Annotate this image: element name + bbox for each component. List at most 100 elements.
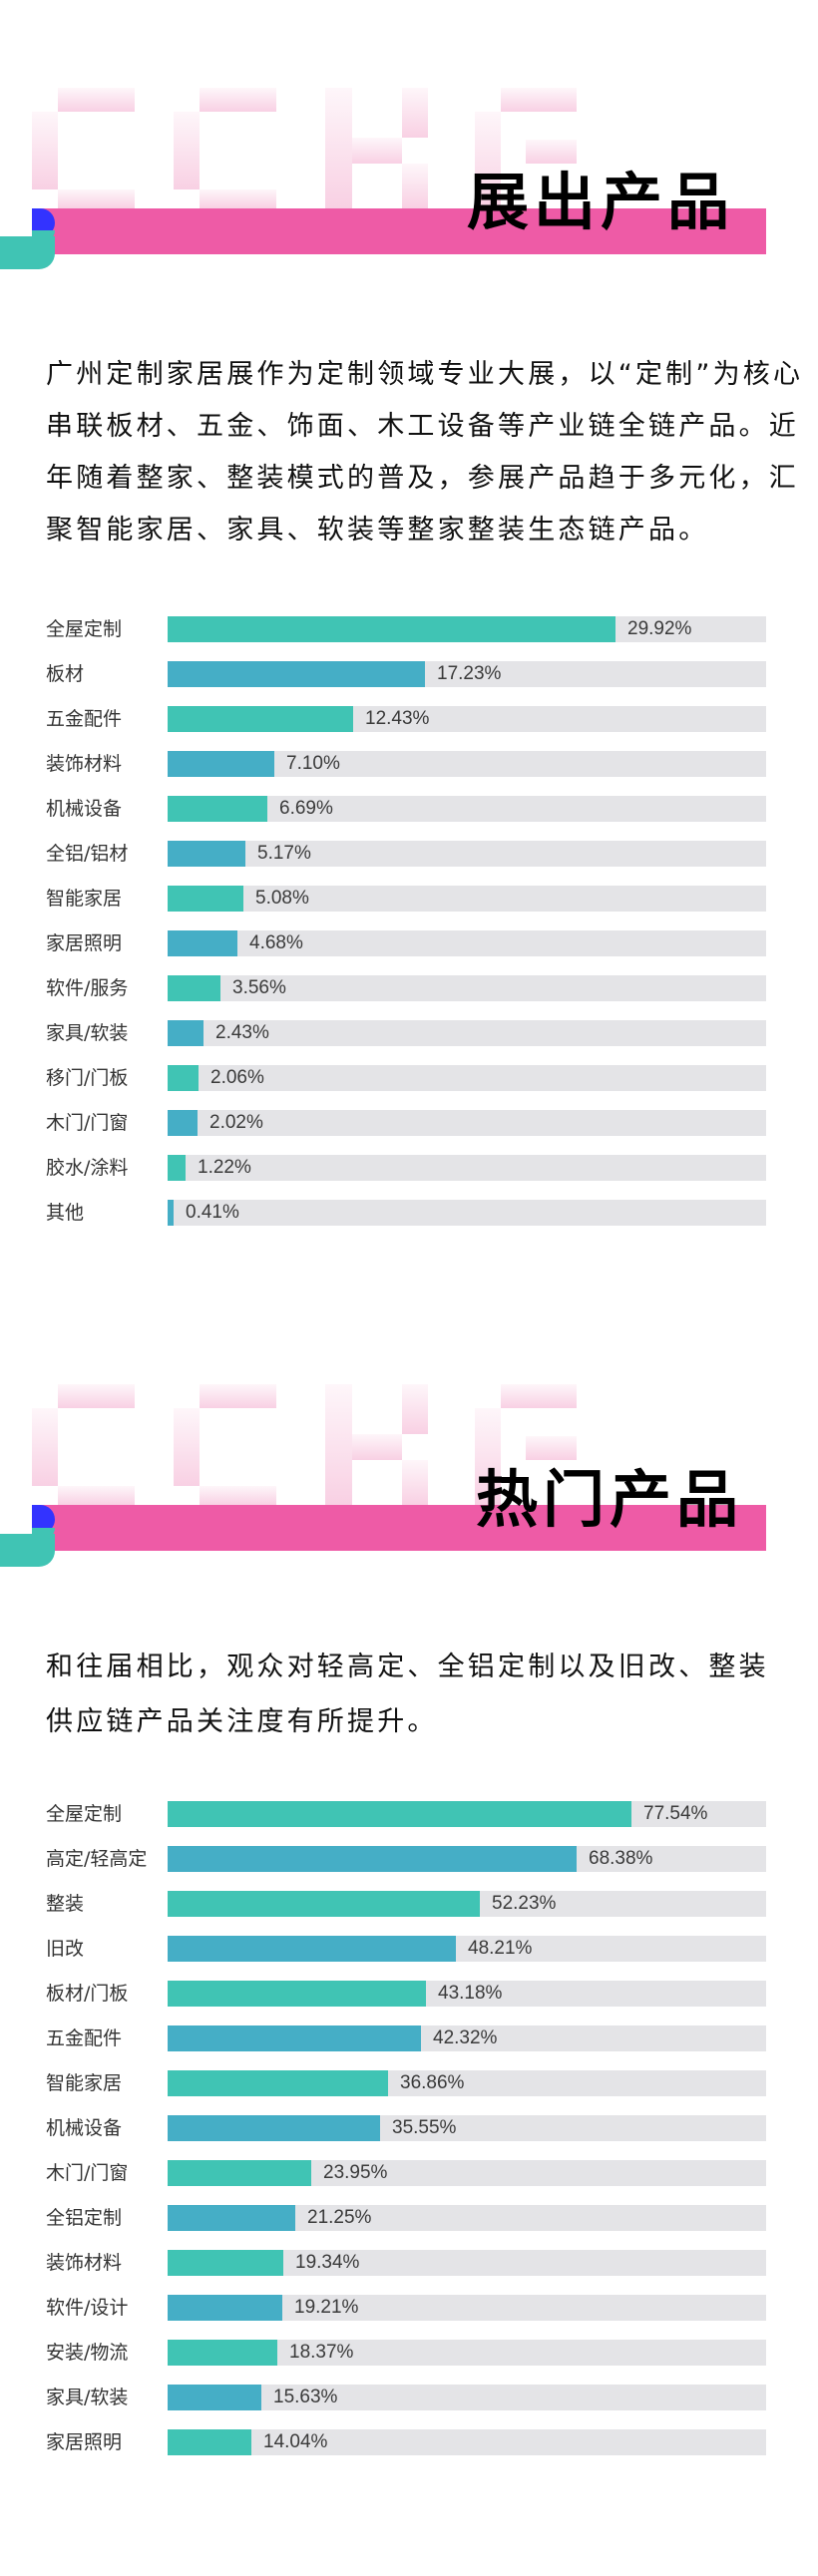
bar-fill bbox=[168, 796, 267, 822]
bar-track bbox=[168, 2385, 766, 2410]
bar-label: 软件/设计 bbox=[46, 2297, 129, 2319]
bar-value-label: 19.21% bbox=[294, 2297, 359, 2318]
bar-label: 高定/轻高定 bbox=[46, 1848, 148, 1870]
bar-fill bbox=[168, 1065, 199, 1091]
bar-fill bbox=[168, 2160, 311, 2186]
bar-track bbox=[168, 2205, 766, 2231]
bar-fill bbox=[168, 2070, 388, 2096]
bar-track bbox=[168, 796, 766, 822]
bar-row: 木门/门窗 23.95% bbox=[0, 2160, 818, 2186]
bar-value-label: 15.63% bbox=[273, 2387, 338, 2407]
title-band bbox=[32, 1505, 766, 1551]
bar-label: 全铝定制 bbox=[46, 2207, 123, 2229]
bar-value-label: 5.17% bbox=[257, 843, 311, 864]
bar-fill bbox=[168, 886, 243, 912]
bar-track bbox=[168, 616, 766, 642]
bar-row: 软件/设计 19.21% bbox=[0, 2295, 818, 2321]
bar-fill bbox=[168, 1801, 631, 1827]
bar-row: 全屋定制 77.54% bbox=[0, 1801, 818, 1827]
bar-row: 移门/门板 2.06% bbox=[0, 1065, 818, 1091]
bar-value-label: 5.08% bbox=[255, 888, 309, 909]
bar-row: 家居照明 14.04% bbox=[0, 2429, 818, 2455]
bar-label: 智能家居 bbox=[46, 2072, 123, 2094]
blue-semicircle-decoration bbox=[32, 208, 55, 237]
bar-track bbox=[168, 930, 766, 956]
bar-value-label: 7.10% bbox=[286, 753, 340, 774]
bar-value-label: 3.56% bbox=[232, 977, 286, 998]
bar-fill bbox=[168, 616, 615, 642]
bar-row: 板材 17.23% bbox=[0, 661, 818, 687]
section-header-hot-products: 热门产品 bbox=[0, 1376, 818, 1567]
section-intro-paragraph: 和往届相比，观众对轻高定、全铝定制以及旧改、整装 供应链产品关注度有所提升。 bbox=[46, 1640, 772, 1749]
bar-track bbox=[168, 706, 766, 732]
bar-track bbox=[168, 975, 766, 1001]
bar-track bbox=[168, 2160, 766, 2186]
bar-track bbox=[168, 1155, 766, 1181]
bar-value-label: 12.43% bbox=[365, 708, 430, 729]
bar-fill bbox=[168, 1155, 186, 1181]
bar-fill bbox=[168, 2025, 421, 2051]
teal-tab-decoration bbox=[0, 230, 55, 269]
paragraph-line: 和往届相比，观众对轻高定、全铝定制以及旧改、整装 bbox=[46, 1652, 769, 1682]
bar-label: 五金配件 bbox=[46, 708, 123, 730]
bar-fill bbox=[168, 1936, 456, 1962]
bar-track bbox=[168, 2025, 766, 2051]
bar-row: 机械设备 6.69% bbox=[0, 796, 818, 822]
bar-value-label: 14.04% bbox=[263, 2431, 328, 2452]
bar-value-label: 48.21% bbox=[468, 1938, 533, 1959]
bar-fill bbox=[168, 2340, 277, 2366]
bar-fill bbox=[168, 2115, 380, 2141]
bar-fill bbox=[168, 841, 245, 867]
bar-row: 装饰材料 7.10% bbox=[0, 751, 818, 777]
bar-label: 板材 bbox=[46, 663, 85, 685]
bar-fill bbox=[168, 706, 353, 732]
bar-label: 木门/门窗 bbox=[46, 1112, 129, 1134]
bar-value-label: 36.86% bbox=[400, 2072, 465, 2093]
bar-fill bbox=[168, 1200, 174, 1226]
bar-fill bbox=[168, 2205, 295, 2231]
bar-track bbox=[168, 2250, 766, 2276]
bar-label: 机械设备 bbox=[46, 2117, 123, 2139]
bar-track bbox=[168, 661, 766, 687]
bar-row: 胶水/涂料 1.22% bbox=[0, 1155, 818, 1181]
bar-row: 全铝定制 21.25% bbox=[0, 2205, 818, 2231]
paragraph-line: 年随着整家、整装模式的普及，参展产品趋于多元化，汇 bbox=[46, 463, 799, 494]
bar-fill bbox=[168, 1020, 204, 1046]
bar-fill bbox=[168, 751, 274, 777]
bar-fill bbox=[168, 2295, 282, 2321]
bar-value-label: 4.68% bbox=[249, 932, 303, 953]
bar-value-label: 0.41% bbox=[186, 1202, 239, 1223]
bar-label: 板材/门板 bbox=[46, 1983, 129, 2005]
bar-value-label: 35.55% bbox=[392, 2117, 457, 2138]
bar-row: 智能家居 36.86% bbox=[0, 2070, 818, 2096]
paragraph-line: 广州定制家居展作为定制领域专业大展，以“定制”为核心 bbox=[46, 359, 804, 390]
bar-row: 五金配件 42.32% bbox=[0, 2025, 818, 2051]
bar-value-label: 42.32% bbox=[433, 2027, 498, 2048]
paragraph-line: 聚智能家居、家具、软装等整家整装生态链产品。 bbox=[46, 515, 709, 546]
bar-row: 智能家居 5.08% bbox=[0, 886, 818, 912]
bar-label: 安装/物流 bbox=[46, 2342, 129, 2364]
bar-value-label: 6.69% bbox=[279, 798, 333, 819]
bar-fill bbox=[168, 2385, 261, 2410]
bar-track bbox=[168, 1981, 766, 2007]
bar-track bbox=[168, 886, 766, 912]
bar-label: 家具/软装 bbox=[46, 2387, 129, 2408]
bar-value-label: 23.95% bbox=[323, 2162, 388, 2183]
bar-label: 智能家居 bbox=[46, 888, 123, 910]
bar-row: 木门/门窗 2.02% bbox=[0, 1110, 818, 1136]
bar-value-label: 1.22% bbox=[198, 1157, 251, 1178]
bar-fill bbox=[168, 1891, 480, 1917]
bar-row: 装饰材料 19.34% bbox=[0, 2250, 818, 2276]
bar-value-label: 19.34% bbox=[295, 2252, 360, 2273]
bar-row: 板材/门板 43.18% bbox=[0, 1981, 818, 2007]
bar-label: 胶水/涂料 bbox=[46, 1157, 129, 1179]
bar-row: 五金配件 12.43% bbox=[0, 706, 818, 732]
bar-value-label: 52.23% bbox=[492, 1893, 557, 1914]
bar-value-label: 2.43% bbox=[215, 1022, 269, 1043]
bar-fill bbox=[168, 1981, 426, 2007]
bar-row: 全铝/铝材 5.17% bbox=[0, 841, 818, 867]
bar-track bbox=[168, 1110, 766, 1136]
bar-fill bbox=[168, 975, 220, 1001]
bar-track bbox=[168, 2295, 766, 2321]
bar-track bbox=[168, 2340, 766, 2366]
